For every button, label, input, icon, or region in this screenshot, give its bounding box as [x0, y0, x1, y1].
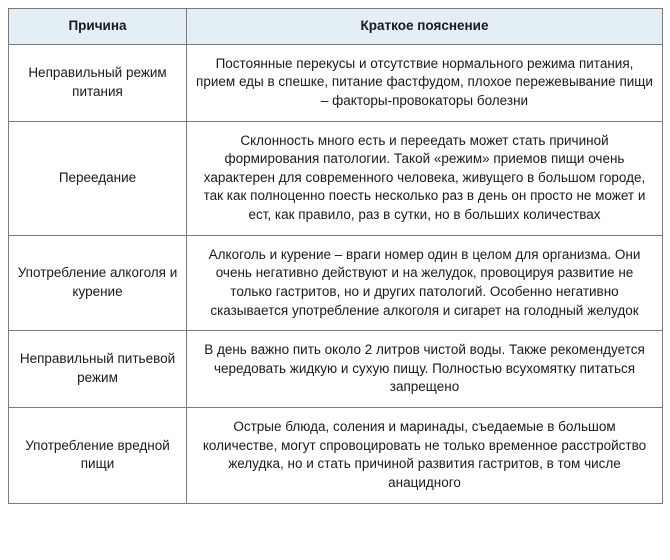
cell-cause: Употребление алкоголя и курение [9, 235, 187, 331]
cell-desc: Алкоголь и курение – враги номер один в … [187, 235, 663, 331]
col-header-cause: Причина [9, 9, 187, 45]
table-header-row: Причина Краткое пояснение [9, 9, 663, 45]
causes-table: Причина Краткое пояснение Неправильный р… [8, 8, 663, 504]
table-row: Употребление вредной пищи Острые блюда, … [9, 408, 663, 504]
cell-desc: Склонность много есть и переедать может … [187, 121, 663, 235]
cell-cause: Неправильный питьевой режим [9, 331, 187, 408]
cell-cause: Употребление вредной пищи [9, 408, 187, 504]
table-row: Употребление алкоголя и курение Алкоголь… [9, 235, 663, 331]
table-row: Переедание Склонность много есть и перее… [9, 121, 663, 235]
cell-cause: Переедание [9, 121, 187, 235]
cell-desc: Постоянные перекусы и отсутствие нормаль… [187, 44, 663, 121]
cell-desc: Острые блюда, соления и маринады, съедае… [187, 408, 663, 504]
cell-cause: Неправильный режим питания [9, 44, 187, 121]
table-row: Неправильный питьевой режим В день важно… [9, 331, 663, 408]
col-header-desc: Краткое пояснение [187, 9, 663, 45]
table-row: Неправильный режим питания Постоянные пе… [9, 44, 663, 121]
cell-desc: В день важно пить около 2 литров чистой … [187, 331, 663, 408]
